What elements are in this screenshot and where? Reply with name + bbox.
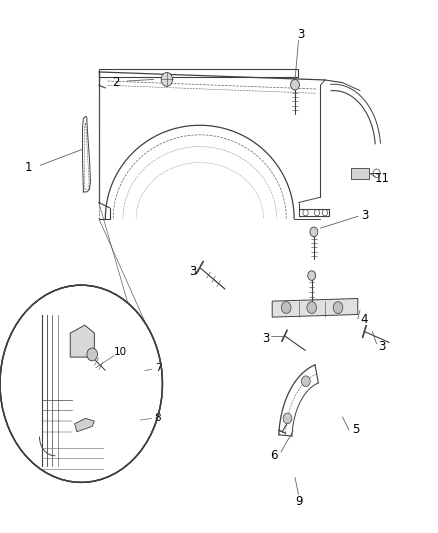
Text: 4: 4	[360, 313, 367, 326]
Circle shape	[306, 302, 316, 313]
Circle shape	[290, 79, 299, 90]
Text: 3: 3	[297, 28, 304, 41]
Polygon shape	[272, 298, 357, 317]
Text: 5: 5	[351, 423, 358, 435]
Text: 7: 7	[154, 363, 161, 373]
Circle shape	[283, 413, 291, 424]
Polygon shape	[70, 325, 94, 357]
Circle shape	[307, 271, 315, 280]
Circle shape	[332, 302, 342, 313]
Text: 11: 11	[374, 172, 389, 185]
Circle shape	[87, 348, 97, 361]
Text: 10: 10	[114, 347, 127, 357]
Text: 3: 3	[378, 340, 385, 353]
Text: 3: 3	[261, 332, 268, 345]
Text: 8: 8	[154, 414, 161, 423]
Polygon shape	[74, 418, 94, 432]
Circle shape	[161, 72, 172, 86]
Circle shape	[0, 285, 162, 482]
Text: 3: 3	[360, 209, 367, 222]
Text: 2: 2	[112, 76, 120, 89]
Circle shape	[281, 302, 290, 313]
Circle shape	[301, 376, 310, 386]
Circle shape	[309, 227, 317, 237]
Text: 1: 1	[25, 161, 32, 174]
Text: 9: 9	[294, 495, 302, 507]
Text: 6: 6	[270, 449, 278, 462]
Text: 3: 3	[189, 265, 196, 278]
Polygon shape	[350, 168, 368, 179]
